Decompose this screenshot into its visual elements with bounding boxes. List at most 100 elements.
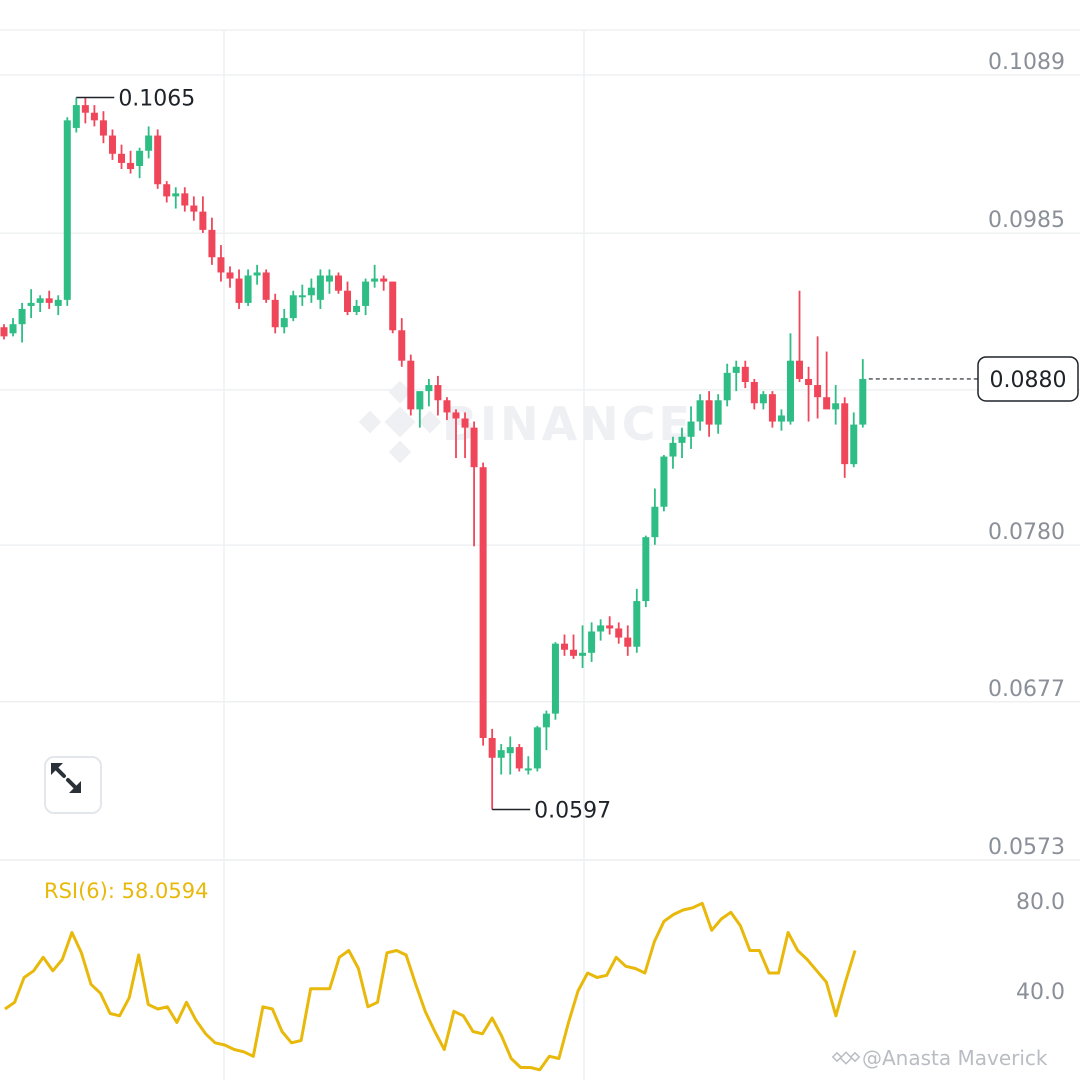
candle-down <box>434 375 442 416</box>
candle-down <box>108 129 116 160</box>
candle-body <box>253 272 261 276</box>
candle-up <box>325 269 333 294</box>
current-price-box <box>977 356 1079 402</box>
candle-up <box>172 187 180 209</box>
candle-body <box>136 150 144 166</box>
candle-body <box>714 400 722 425</box>
candle-body <box>9 324 17 334</box>
candle-body <box>551 643 559 714</box>
candle-body <box>99 120 107 136</box>
price-tick-label: 0.0985 <box>988 208 1065 233</box>
candle-up <box>362 278 370 316</box>
candle-up <box>579 625 587 669</box>
candle-body <box>289 295 297 319</box>
candle-down <box>570 634 578 659</box>
candle-down <box>624 625 632 656</box>
candle-down <box>560 634 568 656</box>
candle-down <box>45 290 53 309</box>
candle-body <box>63 120 71 300</box>
candle-up <box>506 736 514 775</box>
expand-arrows-icon <box>51 763 81 793</box>
candle-up <box>54 295 62 316</box>
candle-body <box>741 366 749 382</box>
candle-up <box>36 295 44 313</box>
candle-up <box>633 588 641 653</box>
candle-body <box>588 631 596 653</box>
candle-down <box>226 266 234 288</box>
candle-body <box>687 421 695 437</box>
candle-body <box>633 601 641 647</box>
candle-down <box>515 744 523 772</box>
credit: @Anasta Maverick <box>831 1046 1048 1070</box>
candle-body <box>660 456 668 507</box>
candle-up <box>669 436 677 469</box>
candle-down <box>488 728 496 810</box>
binance-small-logo-icon <box>831 1051 861 1065</box>
candle-up <box>732 360 740 392</box>
candle-body <box>208 229 216 258</box>
candle-down <box>461 412 469 459</box>
candle-up <box>371 264 379 288</box>
candle-body <box>542 713 550 728</box>
candle-body <box>425 385 433 392</box>
candle-up <box>588 622 596 662</box>
candle-down <box>443 397 451 421</box>
candle-down <box>118 144 126 170</box>
candle-body <box>27 302 35 306</box>
candle-down <box>796 290 804 382</box>
candle-down <box>344 281 352 316</box>
candle-body <box>36 298 44 303</box>
candle-body <box>344 290 352 313</box>
candle-up <box>353 299 361 316</box>
candle-down <box>741 360 749 389</box>
candle-body <box>533 727 541 769</box>
candle-up <box>63 117 71 306</box>
candle-body <box>696 400 704 422</box>
candle-up <box>832 385 840 425</box>
candle-down <box>805 366 813 422</box>
candle-body <box>145 135 153 151</box>
candle-body <box>389 281 397 331</box>
candle-up <box>9 318 17 337</box>
candle-body <box>579 652 587 656</box>
rsi-axis: 80.0 40.0 <box>1016 890 1065 1005</box>
candle-up <box>524 756 532 775</box>
candle-body <box>244 275 252 303</box>
grid <box>0 29 1080 1080</box>
candle-up <box>416 391 424 428</box>
candle-body <box>371 278 379 282</box>
candle-body <box>362 281 370 306</box>
candle-down <box>81 97 89 124</box>
candle-body <box>45 298 53 303</box>
rsi-tick-label: 80.0 <box>1016 890 1065 915</box>
candle-body <box>416 391 424 410</box>
expand-button[interactable] <box>44 756 102 814</box>
candle-body <box>470 427 478 468</box>
candle-body <box>199 211 207 230</box>
candle-body <box>316 275 324 300</box>
candle-body <box>181 193 189 206</box>
candle-down <box>389 281 397 334</box>
candle-down <box>452 409 460 459</box>
watermark-text: BINANCE <box>442 397 693 451</box>
candle-body <box>850 424 858 465</box>
candle-up <box>759 391 767 410</box>
candle-down <box>705 391 713 437</box>
candle-up <box>497 744 505 775</box>
candle-up <box>316 269 324 309</box>
candle-up <box>27 289 35 319</box>
candle-body <box>570 649 578 656</box>
candle-down <box>470 421 478 547</box>
candle-down <box>398 318 406 367</box>
candle-body <box>90 112 98 121</box>
price-tick-label: 0.0780 <box>988 520 1065 545</box>
candle-body <box>524 768 532 771</box>
high-marker-label: 0.1065 <box>118 87 195 112</box>
candle-body <box>479 467 487 738</box>
candle-body <box>325 275 333 282</box>
candle-up <box>253 264 261 285</box>
candle-body <box>506 747 514 754</box>
candle-up <box>298 284 306 306</box>
